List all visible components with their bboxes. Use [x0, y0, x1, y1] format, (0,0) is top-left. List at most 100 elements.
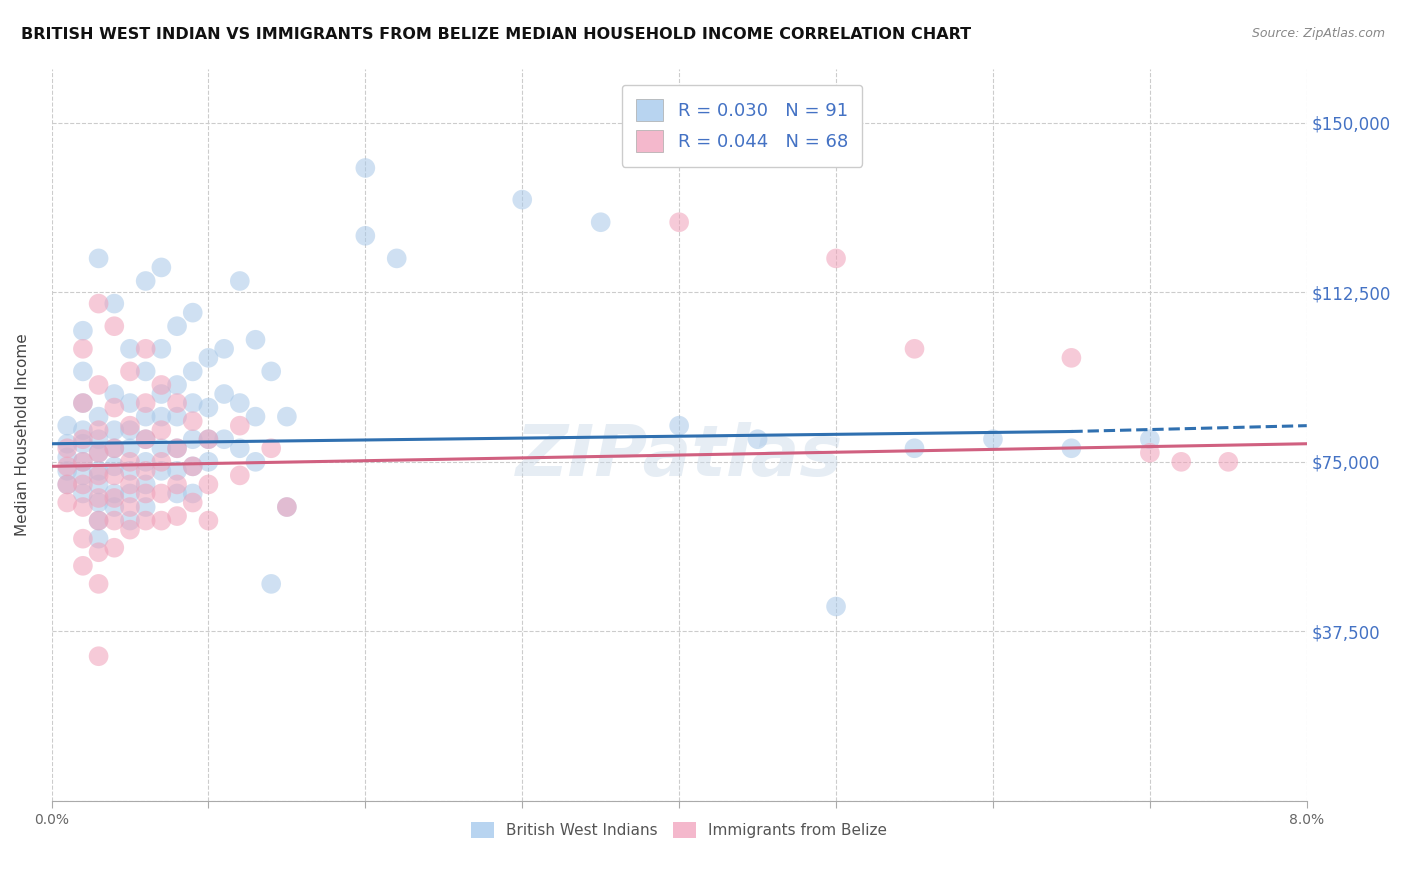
- Point: [87, 296, 110, 310]
- Point: [212, 432, 235, 446]
- Point: [166, 464, 188, 478]
- Point: [87, 446, 110, 460]
- Point: [135, 514, 157, 528]
- Point: [118, 514, 141, 528]
- Point: [668, 418, 690, 433]
- Point: [245, 455, 267, 469]
- Legend: British West Indians, Immigrants from Belize: British West Indians, Immigrants from Be…: [465, 816, 893, 845]
- Point: [87, 545, 110, 559]
- Point: [166, 378, 188, 392]
- Point: [135, 500, 157, 514]
- Point: [56, 436, 79, 450]
- Point: [181, 414, 204, 428]
- Point: [72, 324, 94, 338]
- Point: [72, 477, 94, 491]
- Point: [1139, 446, 1161, 460]
- Point: [135, 364, 157, 378]
- Point: [72, 436, 94, 450]
- Point: [135, 455, 157, 469]
- Point: [229, 442, 252, 456]
- Point: [166, 319, 188, 334]
- Point: [103, 442, 125, 456]
- Point: [118, 423, 141, 437]
- Point: [260, 442, 283, 456]
- Point: [589, 215, 612, 229]
- Point: [103, 296, 125, 310]
- Point: [276, 409, 298, 424]
- Point: [72, 364, 94, 378]
- Point: [181, 432, 204, 446]
- Point: [72, 455, 94, 469]
- Point: [229, 468, 252, 483]
- Point: [135, 477, 157, 491]
- Point: [181, 396, 204, 410]
- Point: [166, 442, 188, 456]
- Point: [1170, 455, 1192, 469]
- Point: [87, 464, 110, 478]
- Point: [72, 558, 94, 573]
- Point: [118, 523, 141, 537]
- Point: [103, 486, 125, 500]
- Point: [166, 396, 188, 410]
- Point: [150, 442, 173, 456]
- Point: [260, 364, 283, 378]
- Point: [245, 409, 267, 424]
- Point: [150, 378, 173, 392]
- Point: [510, 193, 533, 207]
- Y-axis label: Median Household Income: Median Household Income: [15, 334, 30, 536]
- Point: [150, 455, 173, 469]
- Point: [354, 161, 377, 175]
- Point: [212, 387, 235, 401]
- Point: [87, 477, 110, 491]
- Point: [229, 274, 252, 288]
- Point: [197, 432, 219, 446]
- Point: [1139, 432, 1161, 446]
- Point: [72, 396, 94, 410]
- Point: [747, 432, 769, 446]
- Point: [72, 500, 94, 514]
- Point: [118, 455, 141, 469]
- Point: [56, 450, 79, 465]
- Point: [87, 432, 110, 446]
- Point: [72, 486, 94, 500]
- Point: [56, 442, 79, 456]
- Point: [103, 468, 125, 483]
- Point: [181, 459, 204, 474]
- Point: [87, 577, 110, 591]
- Point: [103, 491, 125, 505]
- Point: [181, 486, 204, 500]
- Point: [56, 464, 79, 478]
- Point: [118, 477, 141, 491]
- Point: [825, 252, 848, 266]
- Point: [56, 477, 79, 491]
- Point: [118, 364, 141, 378]
- Point: [181, 495, 204, 509]
- Point: [245, 333, 267, 347]
- Point: [981, 432, 1004, 446]
- Point: [103, 442, 125, 456]
- Point: [150, 423, 173, 437]
- Point: [150, 260, 173, 275]
- Point: [229, 418, 252, 433]
- Point: [135, 342, 157, 356]
- Point: [668, 215, 690, 229]
- Text: BRITISH WEST INDIAN VS IMMIGRANTS FROM BELIZE MEDIAN HOUSEHOLD INCOME CORRELATIO: BRITISH WEST INDIAN VS IMMIGRANTS FROM B…: [21, 27, 972, 42]
- Point: [56, 477, 79, 491]
- Point: [103, 459, 125, 474]
- Point: [72, 396, 94, 410]
- Point: [181, 305, 204, 319]
- Point: [135, 464, 157, 478]
- Point: [87, 491, 110, 505]
- Point: [181, 364, 204, 378]
- Point: [150, 409, 173, 424]
- Point: [135, 432, 157, 446]
- Point: [72, 532, 94, 546]
- Point: [1218, 455, 1240, 469]
- Point: [87, 514, 110, 528]
- Point: [56, 418, 79, 433]
- Point: [166, 442, 188, 456]
- Point: [150, 342, 173, 356]
- Point: [103, 401, 125, 415]
- Point: [87, 446, 110, 460]
- Point: [118, 396, 141, 410]
